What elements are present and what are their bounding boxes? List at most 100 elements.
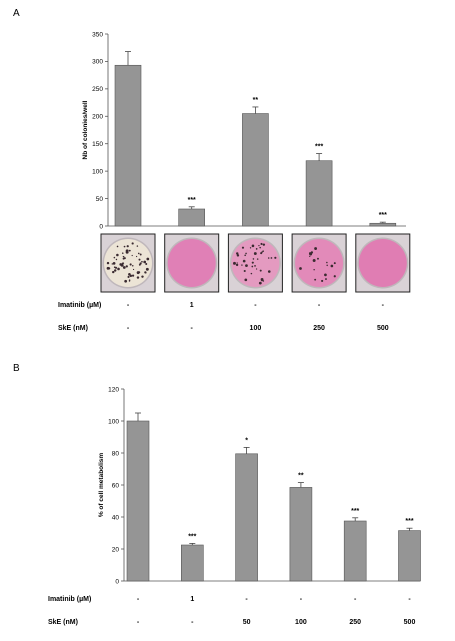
panel-a-colony-dot xyxy=(131,242,134,245)
panel-a-colony-dot xyxy=(115,258,118,261)
panel-a-colony-dot xyxy=(261,251,263,253)
panel-a-colony-dot xyxy=(116,253,119,257)
panel-a-colony-dot xyxy=(106,261,110,265)
panel-a-colony-dot xyxy=(314,247,318,250)
panel-a-colony-dot xyxy=(258,244,260,247)
panel-a-y-axis-title: Nb of colonies/well xyxy=(82,100,89,159)
panel-a-row-cell: - xyxy=(191,325,194,332)
panel-a-colony-dot xyxy=(128,280,131,282)
panel-a-colony-dot xyxy=(131,254,133,257)
panel-a-well-photo xyxy=(164,233,220,293)
panel-a-bar xyxy=(178,208,205,227)
panel-a-colony-dot xyxy=(259,269,262,272)
panel-a-colony-dot xyxy=(317,257,319,260)
panel-a-bar xyxy=(369,222,397,227)
panel-b-row-cell: - xyxy=(137,619,140,626)
panel-b-y-tick-label: 60 xyxy=(112,482,120,489)
panel-a-significance: *** xyxy=(188,197,196,204)
panel-a-colony-dot xyxy=(309,255,311,257)
panel-a-colony-dot xyxy=(245,264,248,267)
panel-a-colony-dot xyxy=(267,257,270,259)
panel-a-y-tick-label: 50 xyxy=(96,196,104,203)
panel-a-colony-dot xyxy=(132,268,135,271)
panel-a-colony-dot xyxy=(312,259,316,262)
panel-a-row-cell: - xyxy=(318,302,321,309)
panel-b-row-cell: - xyxy=(354,596,357,603)
panel-a-colony-dot xyxy=(123,245,126,248)
panel-b-row-cell: 50 xyxy=(243,619,251,626)
panel-a-colony-dot xyxy=(255,268,258,270)
panel-a-y-tick-label: 0 xyxy=(99,223,103,230)
panel-a-row-cell: 500 xyxy=(377,325,389,332)
panel-a-colony-dot xyxy=(249,247,252,249)
panel-b-y-tick-label: 40 xyxy=(112,514,120,521)
panel-a-colony-dot xyxy=(254,265,256,267)
panel-a-row-cell: - xyxy=(127,302,130,309)
panel-a-well-medium xyxy=(167,239,216,287)
panel-b-row-cell: 100 xyxy=(295,619,307,626)
panel-a-colony-dot xyxy=(262,250,264,253)
panel-a-colony-dot xyxy=(114,266,118,269)
panel-a-colony-dot xyxy=(122,257,125,260)
panel-a-y-tick-label: 200 xyxy=(92,114,103,121)
panel-a-colony-dot xyxy=(236,252,239,255)
panel-b-row-label: SkE (nM) xyxy=(48,619,78,626)
panel-a-colony-dot xyxy=(251,261,254,264)
panel-a-colony-dot xyxy=(112,262,116,265)
panel-a-colony-dot xyxy=(259,246,261,249)
panel-a-y-tick-label: 350 xyxy=(92,31,103,38)
panel-a-colony-dot xyxy=(146,257,150,261)
panel-a-colony-dot xyxy=(236,254,240,257)
panel-a-y-tick-label: 300 xyxy=(92,59,103,66)
panel-b-bar xyxy=(343,520,367,582)
panel-a-well-photo xyxy=(355,233,411,293)
panel-a-colony-dot xyxy=(235,263,239,267)
panel-a-colony-dot xyxy=(111,263,114,265)
panel-b-row-cell: 500 xyxy=(404,619,416,626)
panel-a-well-medium xyxy=(231,239,280,287)
panel-a-colony-dot xyxy=(112,270,115,274)
panel-a-y-tick-label: 100 xyxy=(92,168,103,175)
panel-b-y-tick-label: 120 xyxy=(108,386,119,393)
panel-a-well-medium xyxy=(104,239,152,287)
panel-b-row-cell: 1 xyxy=(190,596,194,603)
panel-a-row-cell: - xyxy=(382,302,385,309)
panel-b-y-tick-label: 20 xyxy=(112,546,120,553)
panel-a-colony-dot xyxy=(261,279,263,282)
panel-b-bar xyxy=(181,544,204,582)
panel-a-row-label: SkE (nM) xyxy=(58,325,88,332)
panel-a-colony-dot xyxy=(253,252,257,256)
panel-a-colony-dot xyxy=(139,262,142,265)
panel-a-colony-dot xyxy=(138,258,141,261)
panel-a-colony-dot xyxy=(141,260,143,263)
panel-a-colony-dot xyxy=(255,248,258,250)
panel-a-colony-dot xyxy=(251,244,255,248)
panel-a-colony-dot xyxy=(325,278,327,280)
panel-a-colony-dot xyxy=(324,273,327,277)
panel-a-colony-dot xyxy=(106,266,110,270)
panel-b-label: B xyxy=(13,363,20,374)
panel-a-colony-dot xyxy=(245,252,247,255)
panel-b-bar xyxy=(235,453,258,582)
panel-b-row-cell: - xyxy=(408,596,411,603)
panel-a-well-photo xyxy=(291,233,347,293)
panel-a-colony-dot xyxy=(138,271,141,274)
panel-a-colony-dot xyxy=(267,270,271,273)
panel-b-significance: * xyxy=(245,437,248,444)
panel-a-colony-dot xyxy=(250,272,253,275)
panel-a-colony-dot xyxy=(260,242,263,246)
panel-b-bar xyxy=(289,487,313,582)
panel-a-row-cell: - xyxy=(127,325,130,332)
panel-a-colony-dot xyxy=(256,258,259,260)
panel-a-colony-dot xyxy=(243,269,246,273)
panel-b-significance: *** xyxy=(351,508,359,515)
panel-a-colony-dot xyxy=(129,263,132,266)
panel-a-colony-dot xyxy=(333,275,336,278)
panel-b-row-cell: - xyxy=(137,596,140,603)
panel-a-colony-dot xyxy=(125,249,129,253)
panel-a-colony-dot xyxy=(251,265,254,268)
panel-b-y-tick-label: 0 xyxy=(115,578,119,585)
panel-a-colony-dot xyxy=(333,262,336,265)
panel-b-significance: ** xyxy=(298,473,304,480)
